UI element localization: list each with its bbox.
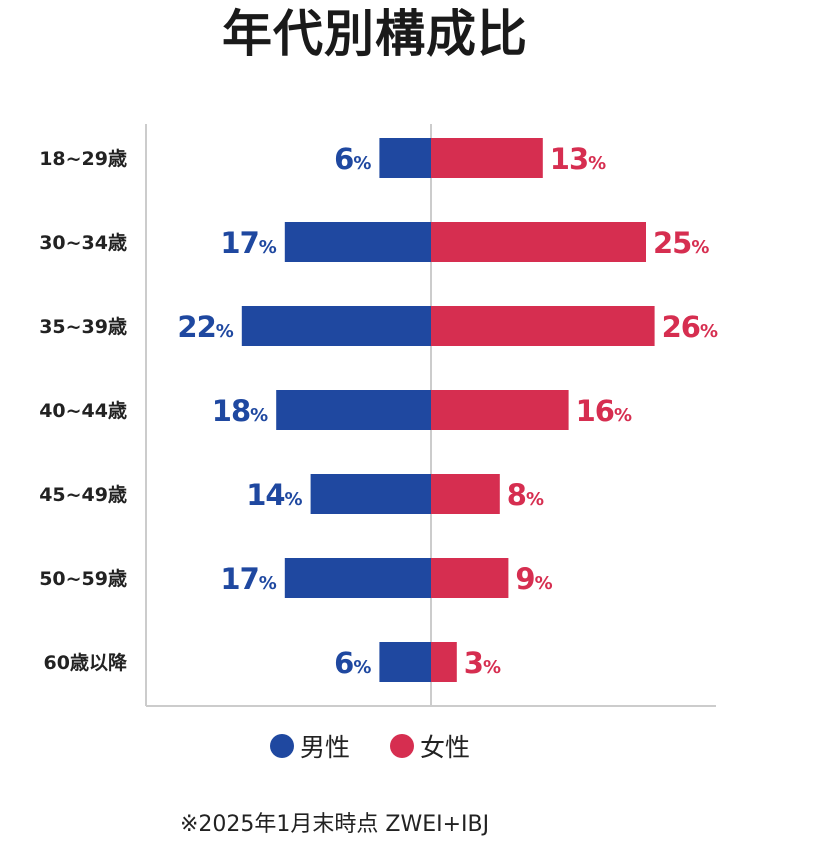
category-label: 35~39歳 <box>39 316 127 338</box>
bar-female <box>431 138 543 178</box>
legend-item-male: 男性 <box>270 728 350 764</box>
legend-dot-female <box>390 734 415 758</box>
bar-female <box>431 474 500 514</box>
category-label: 60歳以降 <box>44 651 128 674</box>
legend-label-female: 女性 <box>420 733 471 762</box>
data-label-female: 25% <box>653 226 709 260</box>
bar-male <box>379 642 431 682</box>
legend: 男性 女性 <box>270 728 510 764</box>
bar-male <box>241 306 431 346</box>
legend-dot-male <box>270 734 294 758</box>
data-label-male: 6% <box>334 142 371 176</box>
data-label-female: 3% <box>464 646 501 680</box>
bar-female <box>431 642 457 682</box>
data-label-female: 9% <box>515 562 552 596</box>
category-label: 50~59歳 <box>39 568 127 590</box>
data-label-male: 6% <box>334 646 371 680</box>
category-label: 18~29歳 <box>39 148 127 170</box>
data-label-female: 13% <box>550 142 606 176</box>
data-label-female: 8% <box>507 478 544 512</box>
data-label-male: 17% <box>220 562 276 596</box>
data-label-female: 16% <box>576 394 632 428</box>
legend-label-male: 男性 <box>300 733 351 762</box>
category-label: 45~49歳 <box>39 484 127 506</box>
bar-female <box>431 558 509 598</box>
bar-female <box>431 306 655 346</box>
data-label-male: 18% <box>212 394 268 428</box>
bar-male <box>284 222 431 262</box>
bar-female <box>431 222 646 262</box>
bar-male <box>310 474 431 514</box>
chart-plot: 18~29歳 6% 13% 30~34歳 17% 25% 35~39歳 22% 26% 40~44… <box>39 124 718 707</box>
bar-male <box>379 138 431 178</box>
category-label: 30~34歳 <box>39 232 127 254</box>
data-label-male: 14% <box>246 478 302 512</box>
bar-female <box>431 390 569 430</box>
legend-item-female: 女性 <box>390 728 470 764</box>
footnote: ※2025年1月末時点 ZWEI+IBJ <box>180 812 490 837</box>
bars-layer: 18~29歳 6% 13% 30~34歳 17% 25% 35~39歳 22% 26% 40~44… <box>39 138 718 682</box>
category-label: 40~44歳 <box>39 400 127 422</box>
bar-male <box>284 558 431 598</box>
bar-male <box>276 390 431 430</box>
chart-title: 年代別構成比 <box>222 5 528 63</box>
data-label-male: 22% <box>177 310 233 344</box>
data-label-male: 17% <box>220 226 276 260</box>
data-label-female: 26% <box>662 310 718 344</box>
